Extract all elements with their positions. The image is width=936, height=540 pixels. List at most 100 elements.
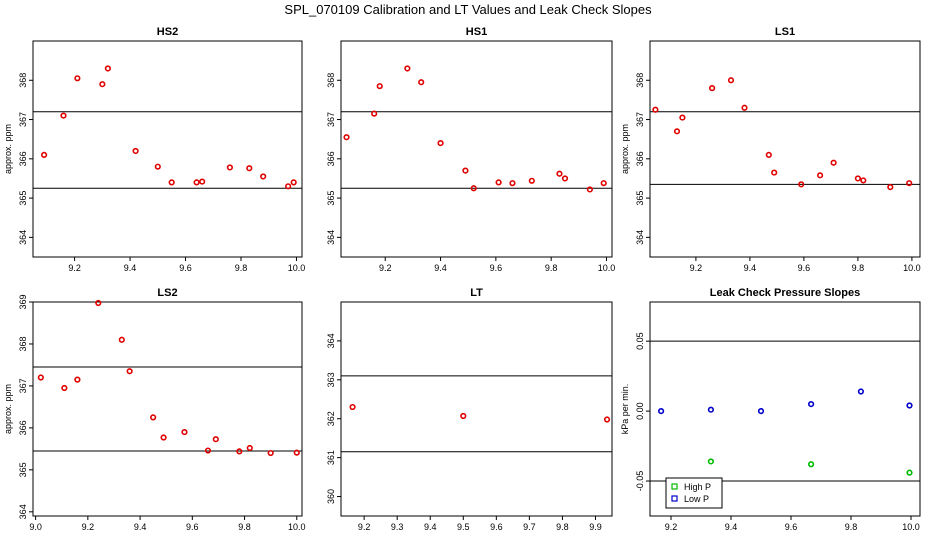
y-tick-label: 367 [18,378,28,393]
data-point [246,444,253,452]
plot-frame [649,40,921,258]
y-axis-label: kPa per min. [620,384,630,435]
plot-frame [32,301,303,517]
legend-label: Low P [684,494,709,504]
data-point [204,447,212,454]
data-point [600,180,607,187]
y-tick-label: 367 [18,112,28,127]
y-tick-label: 364 [326,230,336,245]
data-point [349,403,356,411]
plot-frame [340,301,613,517]
data-point [509,180,516,187]
legend-marker [671,483,678,490]
data-point [74,376,81,383]
y-tick-label: 369 [18,294,28,309]
data-point [495,179,502,186]
y-tick-label: 367 [326,112,336,127]
x-tick-label: 9.2 [68,263,81,273]
x-tick-label: 10.0 [598,263,616,273]
y-tick-label: 365 [326,191,336,206]
data-point [906,180,913,187]
chart-title: HS1 [466,26,487,38]
data-point [816,172,824,179]
data-point [95,299,102,307]
data-point [707,458,715,465]
data-point [657,407,665,415]
y-tick-label: 365 [18,462,28,477]
x-tick-label: 9.2 [665,522,678,532]
data-point [887,183,894,191]
x-tick-label: 9.6 [186,522,199,532]
y-tick-label: 366 [326,151,336,166]
x-tick-label: 9.2 [82,522,95,532]
data-point [168,179,175,186]
y-tick-label: 368 [326,73,336,88]
legend-marker [671,495,678,502]
chart-ls1: LS1 approx. ppm 9.2 9.4 9.6 9.8 10.0 364 365 366 3… [620,26,921,273]
data-point [771,169,778,176]
legend-box [665,477,723,509]
data-point [462,167,469,174]
chart-hs1: HS1 9.2 9.4 9.6 9.8 10.0 364 365 366 367 368 [326,26,615,273]
data-point [798,181,805,188]
y-tick-label: 364 [635,230,645,245]
legend-label: High P [684,482,711,492]
data-point [154,163,161,170]
y-tick-label: -0.05 [635,471,645,492]
x-tick-label: 9.5 [457,522,470,532]
x-tick-label: 9.6 [179,263,192,273]
x-tick-label: 10.0 [902,522,920,532]
data-point [437,140,444,147]
y-tick-label: 366 [18,151,28,166]
y-axis-label: approx. ppm [3,384,13,434]
data-point [371,110,378,117]
x-tick-label: 9.8 [556,522,569,532]
data-point [586,186,593,193]
data-point [376,83,383,90]
data-point [807,401,815,408]
y-tick-label: 364 [18,504,28,519]
y-axis-label: approx. ppm [3,124,13,174]
data-point [290,179,297,186]
data-point [181,428,188,436]
x-tick-label: 9.9 [589,522,602,532]
data-point [860,177,867,184]
x-tick-label: 9.4 [124,263,137,273]
y-tick-label: 0.05 [635,332,645,350]
data-point [857,388,865,395]
data-point [807,461,815,468]
x-tick-label: 9.8 [238,522,251,532]
x-tick-label: 9.3 [391,522,404,532]
data-point [246,165,253,172]
data-point [293,449,300,456]
data-point [60,112,67,119]
y-tick-label: 364 [326,333,336,348]
data-point [193,179,200,186]
y-tick-label: 366 [635,151,645,166]
data-point [556,170,563,177]
data-point [260,173,267,180]
data-point [707,406,715,413]
x-tick-label: 10.0 [288,522,306,532]
x-tick-label: 9.6 [490,263,503,273]
y-tick-label: 368 [635,73,645,88]
data-point [708,85,716,92]
data-point [343,134,350,141]
x-tick-label: 10.0 [288,263,306,273]
y-tick-label: 365 [635,191,645,206]
y-axis-label: approx. ppm [620,124,630,174]
data-point [830,159,837,166]
x-tick-label: 9.4 [725,522,738,532]
chart-leak: Leak Check Pressure Slopes kPa per min. 9.… [620,287,921,532]
data-point [212,436,219,443]
data-point [404,65,411,72]
y-tick-label: 368 [18,336,28,351]
data-point [854,175,862,182]
y-tick-label: 361 [326,450,336,465]
data-point [61,384,68,392]
y-tick-label: 364 [18,230,28,245]
data-point [741,104,748,111]
data-point [226,164,233,171]
x-tick-label: 9.0 [29,522,42,532]
